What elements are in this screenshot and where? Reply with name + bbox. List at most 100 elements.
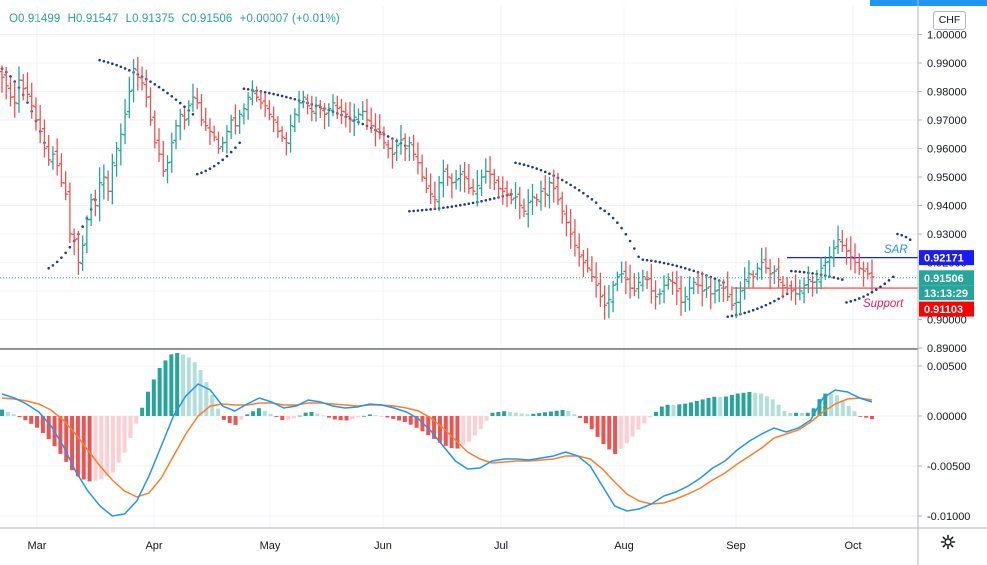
histogram-bar [805, 412, 810, 416]
sar-dot [68, 245, 72, 249]
sar-dot [242, 87, 246, 90]
currency-button[interactable]: CHF [933, 11, 966, 30]
histogram-bar [554, 410, 559, 416]
ohlc-bar [415, 142, 421, 175]
countdown-tag-text: 13:13:29 [924, 288, 968, 300]
histogram-bar [525, 414, 530, 416]
histogram-bar [607, 416, 612, 450]
ohlc-bar [254, 86, 260, 102]
histogram-bar [216, 408, 221, 416]
ohlc-bar [674, 270, 680, 306]
ohlc-bar [805, 266, 811, 294]
histogram-bar [543, 412, 548, 416]
histogram-bar [326, 416, 331, 418]
sar-dot [221, 158, 224, 162]
sar-dot [535, 167, 539, 170]
histogram-bar [309, 412, 314, 416]
ohlc-bar [720, 279, 726, 302]
sar-dot [161, 88, 165, 92]
sar-dot [531, 165, 534, 169]
histogram-bar [642, 416, 647, 424]
sar-dot [836, 277, 840, 280]
histogram-bar [729, 394, 734, 416]
macd-tick-label: 0.00500 [927, 361, 967, 373]
histogram-bar [636, 416, 641, 430]
histogram-bar [724, 396, 729, 416]
ohlc-bar [636, 272, 642, 299]
ohlc-bar [33, 97, 39, 131]
ohlc-bar [165, 155, 171, 184]
ohlc-bar [177, 108, 183, 141]
ohlc-bar [411, 134, 417, 161]
sar-dot [178, 101, 182, 105]
sar-dot [751, 308, 755, 312]
sar-dot [81, 225, 84, 228]
countdown-tag-bg [919, 285, 974, 301]
histogram-bar [601, 416, 606, 445]
histogram-bar [566, 411, 571, 416]
ohlc-bar [500, 176, 506, 205]
histogram-bar [373, 415, 378, 416]
ohlc-bar [529, 183, 535, 216]
ohlc-bar [750, 270, 756, 288]
sar-dot [55, 260, 59, 264]
resistance-price-tag-bg [919, 250, 974, 266]
histogram-bar [834, 395, 839, 416]
time-tick-label: May [260, 540, 281, 552]
sar-dot [768, 301, 772, 305]
price-tick-label: 0.94000 [927, 201, 967, 213]
settings-gear-icon[interactable] [940, 534, 956, 550]
sar-dot [887, 279, 891, 282]
ohlc-bar [822, 256, 828, 280]
sar-dot [586, 194, 589, 198]
sar-dot [217, 161, 220, 165]
support-price-tag: 0.91103 [919, 301, 974, 317]
histogram-bar [110, 416, 115, 473]
ohlc-bar [487, 156, 493, 190]
ohlc-bar [831, 239, 837, 268]
ohlc-bar [619, 261, 625, 283]
histogram-bar [414, 416, 419, 428]
sar-dot [590, 198, 594, 201]
ohlc-bar [207, 118, 213, 145]
sar-dot [98, 58, 101, 62]
ohlc-bar [810, 275, 816, 297]
ohlc-bar [508, 188, 514, 205]
ohlc-bar [360, 101, 366, 120]
sar-dot [128, 69, 131, 72]
histogram-bar [151, 379, 156, 416]
ohlc-bar [29, 82, 35, 119]
ohlc-bar [665, 273, 671, 290]
sar-dot [811, 272, 814, 275]
ohlc-bar [780, 276, 786, 299]
ohlc-bar [126, 76, 132, 119]
ohlc-bar [50, 146, 56, 170]
sar-dot [238, 141, 241, 145]
ohlc-bar [491, 168, 497, 191]
sar-dot [361, 122, 365, 126]
sar-dot [870, 290, 874, 294]
ohlc-bar [143, 69, 149, 108]
last-price-tag-bg [919, 270, 974, 286]
histogram-bar [87, 416, 92, 482]
histogram-bar [788, 412, 793, 416]
histogram-bar [817, 399, 822, 416]
ohlc-bar [266, 100, 272, 121]
sar-dot [777, 297, 780, 301]
ohlc-legend: O0.91499 H0.91547 L0.91375 C0.91506 +0.0… [9, 13, 344, 25]
histogram-bar [449, 416, 454, 449]
price-tick-label: 0.95000 [927, 172, 967, 184]
histogram-bar [192, 362, 197, 416]
time-tick-label: Jun [374, 540, 392, 552]
sar-dot [442, 206, 445, 210]
histogram-bar [169, 354, 174, 416]
sar-dot [102, 59, 106, 63]
sar-dot [760, 305, 763, 309]
ohlc-bar [742, 267, 748, 300]
ohlc-bar [131, 59, 137, 103]
last-price-tag: 0.91506 [919, 270, 974, 286]
ohlc-bar [657, 288, 663, 305]
histogram-bar [467, 416, 472, 442]
